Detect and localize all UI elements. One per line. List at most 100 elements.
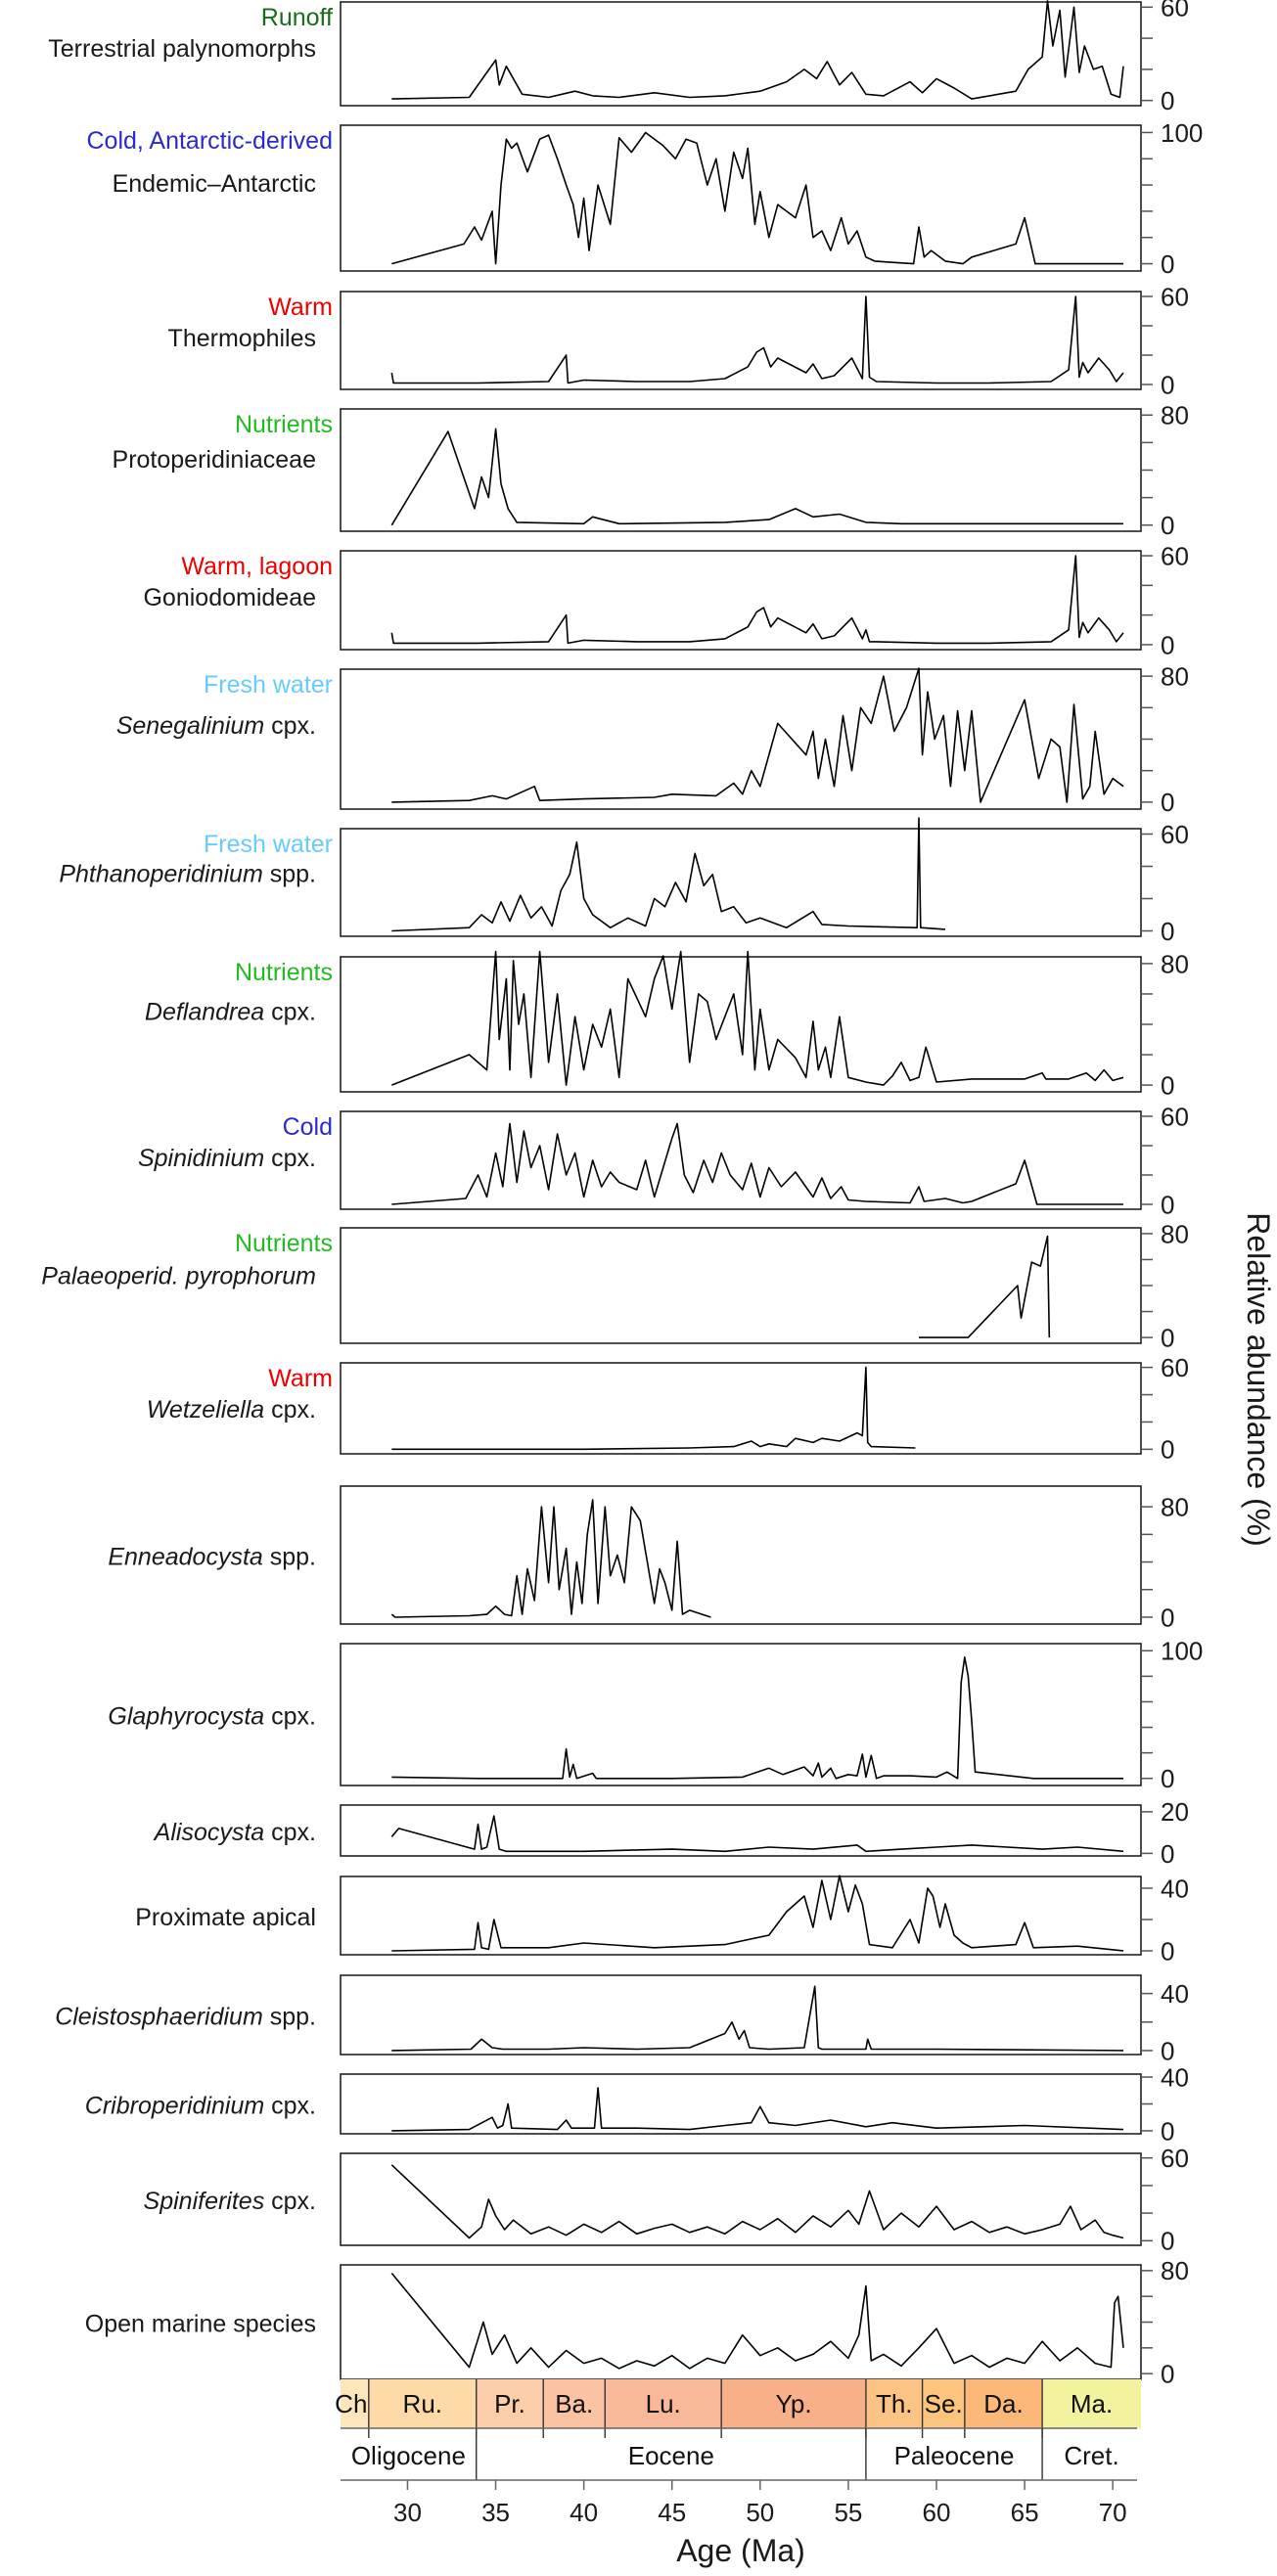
panel-label: Wetzeliella cpx.: [147, 1396, 316, 1424]
x-axis: 30 35 40 45 50 55 60 65 70: [341, 2479, 1137, 2527]
y-tick-label: 0: [1161, 511, 1174, 540]
group-label: Fresh water: [204, 831, 333, 858]
y-tick-label: 0: [1161, 1190, 1174, 1219]
panel: 0 40 Proximate apical: [135, 1874, 1189, 1966]
stage-label: Pr.: [494, 2389, 525, 2418]
group-label: Cold, Antarctic-derived: [86, 127, 333, 155]
y-tick-label: 0: [1161, 1764, 1174, 1793]
panel-frame: [340, 1, 1142, 107]
stage-band: [865, 2379, 923, 2428]
panel: 0 80 Open marine species: [85, 2256, 1189, 2388]
stage-band: [605, 2379, 722, 2428]
epoch-label: Paleocene: [894, 2441, 1015, 2470]
panel-label: Endemic–Antarctic: [113, 170, 316, 198]
series-line: [390, 428, 1123, 526]
panel-frame: [340, 550, 1142, 651]
panel: 0 40 Cleistosphaeridium spp.: [55, 1974, 1189, 2065]
panel-frame: [340, 956, 1142, 1093]
group-label: Cold: [283, 1113, 333, 1141]
stage-band: [1042, 2379, 1141, 2428]
y-tick-label: 40: [1161, 1979, 1189, 2009]
group-label: Nutrients: [235, 959, 333, 986]
y-tick-label: 0: [1161, 1839, 1174, 1869]
y-tick-label: 0: [1161, 1435, 1174, 1465]
series-line: [391, 1656, 1123, 1780]
y-tick-label: 60: [1161, 820, 1189, 849]
y-tick-label: 60: [1161, 282, 1189, 311]
series-line: [390, 555, 1124, 645]
panel: 0 60 Warm, lagoon Goniodomideae: [143, 541, 1188, 659]
panel-label: Palaeoperid. pyrophorum: [41, 1262, 316, 1289]
panel: 0 60 Warm Wetzeliella cpx.: [147, 1353, 1189, 1465]
series-line: [390, 2164, 1124, 2239]
y-tick-label: 0: [1161, 86, 1174, 115]
stage-band: [476, 2379, 544, 2428]
panel-label: Alisocysta cpx.: [153, 1819, 316, 1846]
y-tick-label: 0: [1161, 630, 1174, 659]
stage-label: Ru.: [403, 2389, 442, 2418]
stage-label: Da.: [983, 2389, 1023, 2418]
y-tick-label: 60: [1161, 541, 1189, 570]
stage-label: Se.: [925, 2389, 963, 2418]
stage-label: Lu.: [646, 2389, 681, 2418]
series-line: [390, 2272, 1124, 2370]
series-line: [391, 1122, 1123, 1205]
panel-frame: [340, 1362, 1142, 1455]
group-label: Runoff: [261, 4, 333, 31]
panel-frame: [340, 2152, 1142, 2246]
panel-label: Phthanoperidinium spp.: [59, 861, 316, 888]
y-tick-label: 80: [1161, 949, 1189, 978]
panel: 0 80 Nutrients Protoperidiniaceae: [113, 401, 1189, 541]
y-tick-label: 0: [1161, 1603, 1174, 1632]
group-label: Warm, lagoon: [181, 553, 333, 580]
epoch-label: Eocene: [628, 2441, 714, 2470]
series-line: [391, 1366, 916, 1451]
series-line: [391, 667, 1124, 803]
x-tick-label: 50: [746, 2498, 774, 2527]
y-tick-label: 0: [1161, 370, 1174, 399]
panel-label: Enneadocysta spp.: [108, 1544, 316, 1571]
panel-label: Deflandrea cpx.: [145, 998, 316, 1025]
panel-frame: [340, 1227, 1142, 1344]
series-line: [390, 1499, 711, 1618]
series-line: [390, 1815, 1124, 1853]
y-tick-label: 0: [1161, 788, 1174, 817]
series-line: [391, 950, 1124, 1086]
panel-label: Proximate apical: [135, 1904, 316, 1931]
panel-label: Cleistosphaeridium spp.: [55, 2004, 316, 2031]
panel: 0 80 Fresh water Senegalinium cpx.: [116, 662, 1189, 818]
y-tick-label: 80: [1161, 401, 1189, 430]
panel-label: Senegalinium cpx.: [116, 712, 316, 740]
panel-label: Open marine species: [85, 2311, 316, 2338]
y-tick-label: 40: [1161, 1874, 1189, 1903]
y-tick-label: 60: [1161, 1353, 1189, 1382]
y-tick-label: 0: [1161, 2116, 1174, 2146]
epoch-label: Oligocene: [351, 2441, 466, 2470]
x-tick-label: 70: [1099, 2498, 1127, 2527]
panel-label: Protoperidiniaceae: [113, 446, 316, 474]
panel-label: Cribroperidinium cpx.: [85, 2093, 316, 2120]
panel: 0 60 Warm Thermophiles: [168, 282, 1189, 399]
y-tick-label: 0: [1161, 917, 1174, 946]
x-tick-label: 45: [658, 2498, 686, 2527]
panel-frame: [340, 1876, 1142, 1956]
panel: 0 60 Runoff Terrestrial palynomorphs: [48, 0, 1189, 115]
epoch-label: Cret.: [1064, 2441, 1118, 2470]
stage-band: [341, 2379, 369, 2428]
panel-frame: [340, 828, 1142, 937]
group-label: Nutrients: [235, 411, 333, 438]
panel-frame: [340, 124, 1142, 272]
stage-band: [368, 2379, 477, 2428]
stage-label: Ba.: [555, 2389, 593, 2418]
group-label: Nutrients: [235, 1230, 333, 1257]
y-tick-label: 0: [1161, 2227, 1174, 2256]
group-label: Fresh water: [204, 671, 333, 699]
y-tick-label: 100: [1161, 1637, 1203, 1666]
y-tick-label: 0: [1161, 1936, 1174, 1966]
series-line: [391, 0, 1124, 100]
stage-label: Yp.: [775, 2389, 811, 2418]
panel-frame: [340, 291, 1142, 390]
x-axis-title: Age (Ma): [676, 2533, 805, 2568]
stage-band: [721, 2379, 866, 2428]
